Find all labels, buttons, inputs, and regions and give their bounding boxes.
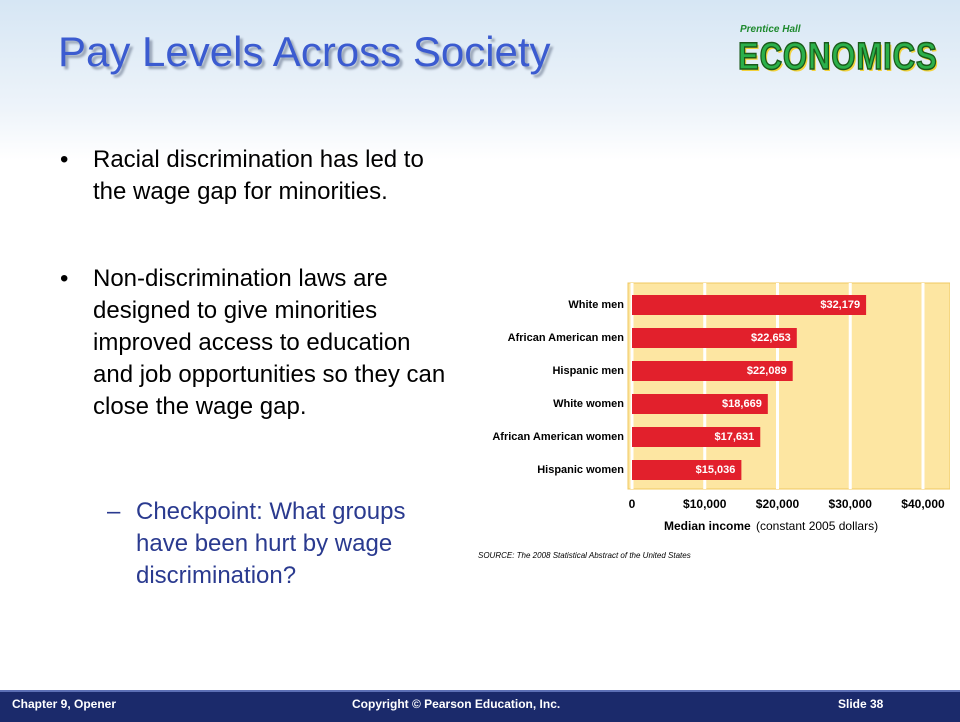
x-tick-label: 0 (629, 497, 636, 511)
bullet-dot: • (60, 265, 69, 292)
category-label: African American women (492, 431, 624, 443)
category-label: White women (553, 398, 624, 410)
footer-bar (0, 690, 960, 722)
bar (632, 394, 768, 414)
sub-bullet: Checkpoint: What groups have been hurt b… (136, 498, 406, 589)
sub-bullet-dash: – (107, 498, 121, 525)
bar (632, 427, 761, 447)
bullet: Racial discrimination has led to the wag… (93, 146, 424, 205)
x-tick-label: $30,000 (829, 497, 873, 511)
x-tick-label: $40,000 (901, 497, 945, 511)
logo: ECONOMICS (737, 35, 938, 79)
logo-small: Prentice Hall (740, 24, 801, 35)
bar (632, 460, 742, 480)
x-axis-label: Median income (664, 519, 751, 533)
value-label: $22,653 (751, 332, 791, 344)
bullet: Non-discrimination laws are designed to … (93, 265, 446, 420)
category-label: Hispanic women (537, 464, 624, 476)
bar (632, 328, 797, 348)
footer-center: Copyright © Pearson Education, Inc. (352, 697, 561, 711)
x-tick-label: $20,000 (756, 497, 800, 511)
bar (632, 361, 793, 381)
chart: 0 $10,000 $20,000 $30,000 $40,000 White men $3… (478, 282, 950, 560)
slide-title: Pay Levels Across Society (58, 28, 551, 75)
category-label: Hispanic men (552, 365, 624, 377)
category-label: African American men (508, 332, 625, 344)
x-tick-label: $10,000 (683, 497, 727, 511)
bar (632, 295, 867, 315)
value-label: $15,036 (696, 464, 736, 476)
value-label: $22,089 (747, 365, 787, 377)
value-label: $17,631 (714, 431, 754, 443)
bullet-dot: • (60, 146, 69, 173)
footer-left: Chapter 9, Opener (12, 697, 117, 711)
footer-right: Slide 38 (838, 697, 884, 711)
category-label: White men (568, 299, 624, 311)
x-axis-label-note: (constant 2005 dollars) (756, 519, 878, 533)
value-label: $32,179 (820, 299, 860, 311)
value-label: $18,669 (722, 398, 762, 410)
chart-source: SOURCE: The 2008 Statistical Abstract of… (478, 551, 691, 560)
plot-area (627, 282, 950, 490)
